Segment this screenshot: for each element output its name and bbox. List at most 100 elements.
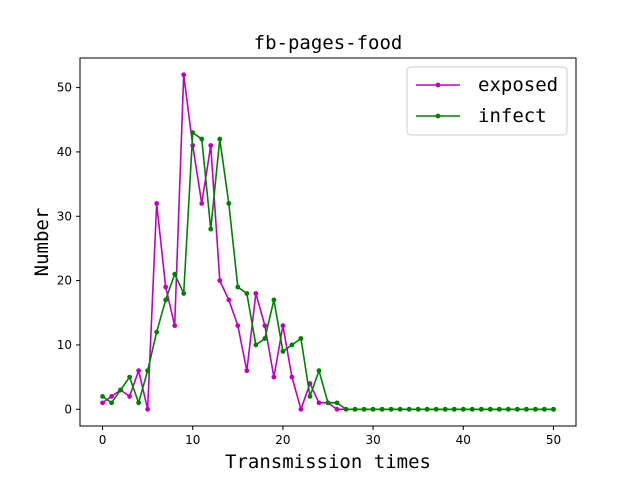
- infect-point: [262, 336, 268, 341]
- exposed-point: [199, 200, 205, 206]
- exposed-point: [181, 72, 187, 78]
- y-tick-label: 10: [57, 338, 72, 352]
- infect-point: [217, 136, 223, 142]
- infect-point: [172, 271, 178, 277]
- exposed-point: [235, 323, 241, 329]
- exposed-point: [244, 368, 250, 374]
- infect-point: [469, 406, 475, 412]
- exposed-point: [280, 323, 286, 329]
- y-axis-label: Number: [31, 208, 53, 277]
- infect-point: [154, 329, 160, 335]
- y-tick-label: 30: [57, 209, 72, 223]
- infect-point: [271, 297, 277, 303]
- exposed-point: [316, 400, 322, 406]
- exposed-point: [172, 323, 178, 329]
- exposed-point: [271, 374, 277, 380]
- infect-point: [307, 394, 313, 399]
- exposed-point: [100, 400, 105, 406]
- infect-point: [551, 406, 556, 412]
- infect-point: [352, 406, 358, 412]
- exposed-point: [262, 323, 268, 329]
- infect-point: [478, 406, 484, 412]
- x-axis-ticks: 0 10 20 30 40 50: [99, 426, 561, 447]
- y-tick-label: 20: [57, 274, 72, 288]
- y-tick-label: 40: [57, 145, 72, 159]
- infect-point: [397, 406, 403, 412]
- x-tick-label: 20: [275, 433, 290, 447]
- infect-point: [424, 406, 430, 412]
- infect-point: [388, 406, 394, 412]
- infect-line: [102, 131, 554, 411]
- infect-point: [244, 291, 250, 296]
- y-axis-ticks: 0 10 20 30 40 50: [57, 81, 80, 416]
- infect-point: [253, 342, 259, 348]
- x-tick-label: 40: [456, 433, 471, 447]
- infect-point: [460, 406, 466, 412]
- infect-point: [190, 130, 196, 136]
- legend: exposed infect: [406, 66, 568, 136]
- infect-point: [163, 297, 169, 303]
- infect-point: [226, 200, 232, 206]
- exposed-point: [289, 374, 295, 380]
- legend-infect-marker: [435, 113, 441, 119]
- infect-point: [487, 406, 493, 412]
- infect-point: [514, 406, 520, 412]
- x-tick-label: 10: [185, 433, 200, 447]
- exposed-point: [334, 406, 340, 412]
- exposed-point: [298, 406, 304, 412]
- exposed-point: [217, 278, 223, 284]
- infect-point: [100, 394, 105, 399]
- exposed-point: [127, 394, 132, 399]
- infect-point: [181, 291, 187, 296]
- legend-exposed-marker: [435, 82, 441, 88]
- infect-point: [136, 400, 142, 406]
- infect-point: [334, 400, 340, 406]
- infect-point: [542, 406, 547, 412]
- x-tick-label: 50: [546, 433, 561, 447]
- exposed-point: [109, 394, 114, 399]
- infect-point: [298, 336, 304, 341]
- exposed-point: [253, 291, 259, 296]
- infect-point: [451, 406, 457, 412]
- plot-frame: [79, 57, 577, 427]
- exposed-point: [154, 200, 160, 206]
- x-axis-label: Transmission times: [225, 451, 431, 473]
- infect-point: [361, 406, 367, 412]
- exposed-point: [226, 297, 232, 303]
- infect-point: [145, 368, 151, 374]
- infect-point: [415, 406, 421, 412]
- exposed-point: [163, 284, 169, 290]
- infect-point: [127, 374, 132, 380]
- exposed-point: [145, 406, 151, 412]
- infect-point: [379, 406, 385, 412]
- series-infect: [100, 130, 556, 412]
- infect-point: [505, 406, 511, 412]
- infect-point: [199, 136, 205, 142]
- chart-title: fb-pages-food: [254, 32, 403, 54]
- infect-point: [235, 284, 241, 290]
- legend-exposed-label: exposed: [478, 74, 558, 96]
- infect-point: [370, 406, 376, 412]
- exposed-point: [208, 143, 214, 148]
- infect-point: [280, 348, 286, 354]
- infect-point: [118, 387, 123, 393]
- x-tick-label: 0: [99, 433, 107, 447]
- y-tick-label: 50: [57, 81, 72, 95]
- infect-point: [524, 406, 529, 412]
- infect-point: [433, 406, 439, 412]
- infect-point: [289, 342, 295, 348]
- legend-infect-label: infect: [478, 105, 547, 127]
- infect-point: [496, 406, 502, 412]
- infect-point: [325, 400, 331, 406]
- x-tick-label: 30: [365, 433, 380, 447]
- series-layer: [100, 72, 556, 412]
- infect-point: [533, 406, 538, 412]
- exposed-point: [136, 368, 142, 374]
- infect-point: [406, 406, 412, 412]
- y-tick-label: 0: [64, 402, 72, 416]
- infect-point: [316, 368, 322, 374]
- infect-point: [208, 226, 214, 232]
- legend-box: [406, 66, 568, 136]
